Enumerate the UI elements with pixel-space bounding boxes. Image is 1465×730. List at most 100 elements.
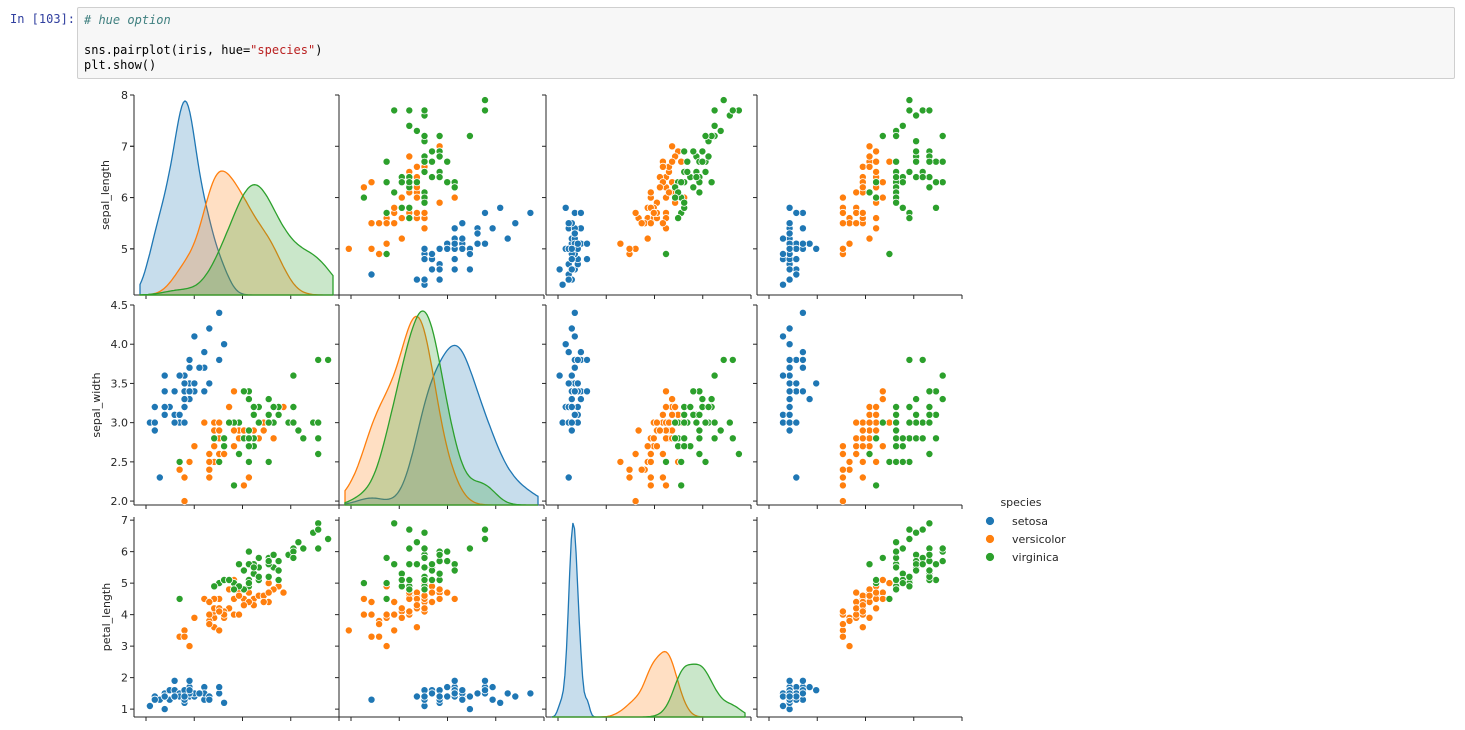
- point-versicolor: [382, 642, 391, 651]
- point-setosa: [185, 676, 194, 685]
- point-versicolor: [375, 219, 384, 228]
- point-setosa: [450, 224, 459, 233]
- point-virginica: [225, 418, 234, 427]
- point-setosa: [526, 689, 535, 698]
- point-setosa: [567, 402, 576, 411]
- point-setosa: [785, 244, 794, 253]
- point-setosa: [785, 355, 794, 364]
- point-virginica: [405, 214, 414, 223]
- point-versicolor: [885, 579, 894, 588]
- point-setosa: [792, 692, 801, 701]
- point-virginica: [912, 111, 921, 120]
- point-versicolor: [443, 588, 452, 597]
- point-virginica: [677, 178, 686, 187]
- point-setosa: [785, 363, 794, 372]
- point-virginica: [314, 355, 323, 364]
- point-virginica: [885, 594, 894, 603]
- point-versicolor: [878, 576, 887, 585]
- kde-virginica: [552, 663, 746, 718]
- point-virginica: [912, 410, 921, 419]
- point-virginica: [905, 355, 914, 364]
- point-setosa: [564, 379, 573, 388]
- point-virginica: [397, 203, 406, 212]
- point-virginica: [244, 395, 253, 404]
- point-setosa: [220, 698, 229, 707]
- point-versicolor: [205, 620, 214, 629]
- point-versicolor: [838, 208, 847, 217]
- point-versicolor: [405, 152, 414, 161]
- point-virginica: [892, 198, 901, 207]
- point-versicolor: [865, 402, 874, 411]
- point-virginica: [405, 203, 414, 212]
- point-versicolor: [858, 457, 867, 466]
- point-virginica: [244, 579, 253, 588]
- point-virginica: [397, 576, 406, 585]
- point-versicolor: [845, 642, 854, 651]
- point-setosa: [160, 371, 169, 380]
- point-versicolor: [646, 481, 655, 490]
- point-setosa: [480, 686, 489, 695]
- point-versicolor: [367, 598, 376, 607]
- point-setosa: [785, 402, 794, 411]
- point-setosa: [160, 692, 169, 701]
- point-setosa: [805, 683, 814, 692]
- point-virginica: [932, 387, 941, 396]
- point-setosa: [779, 702, 788, 711]
- point-versicolor: [210, 442, 219, 451]
- point-virginica: [435, 152, 444, 161]
- y-tick-label: 7: [121, 140, 128, 153]
- code-cell[interactable]: # hue option sns.pairplot(iris, hue="spe…: [77, 7, 1455, 79]
- point-versicolor: [382, 239, 391, 248]
- point-versicolor: [367, 632, 376, 641]
- point-virginica: [892, 442, 901, 451]
- point-versicolor: [634, 426, 643, 435]
- point-virginica: [698, 147, 707, 156]
- y-tick-label: 2.0: [111, 495, 129, 508]
- point-versicolor: [450, 193, 459, 202]
- point-virginica: [689, 147, 698, 156]
- point-versicolor: [649, 434, 658, 443]
- point-virginica: [324, 535, 333, 544]
- point-versicolor: [205, 473, 214, 482]
- point-setosa: [180, 418, 189, 427]
- point-virginica: [680, 434, 689, 443]
- point-setosa: [511, 219, 520, 228]
- point-virginica: [390, 560, 399, 569]
- point-virginica: [701, 131, 710, 140]
- point-setosa: [195, 363, 204, 372]
- point-setosa: [564, 348, 573, 357]
- point-virginica: [892, 173, 901, 182]
- point-virginica: [912, 395, 921, 404]
- point-virginica: [925, 550, 934, 559]
- point-versicolor: [390, 219, 399, 228]
- point-virginica: [680, 198, 689, 207]
- point-virginica: [918, 173, 927, 182]
- point-virginica: [671, 193, 680, 202]
- point-versicolor: [852, 604, 861, 613]
- point-virginica: [289, 402, 298, 411]
- point-setosa: [496, 698, 505, 707]
- point-virginica: [898, 442, 907, 451]
- code-editor[interactable]: # hue option sns.pairplot(iris, hue="spe…: [78, 8, 1454, 78]
- point-virginica: [707, 178, 716, 187]
- point-setosa: [185, 355, 194, 364]
- point-virginica: [229, 481, 238, 490]
- y-tick-label: 2: [121, 672, 128, 685]
- point-setosa: [792, 355, 801, 364]
- point-versicolor: [264, 588, 273, 597]
- point-versicolor: [668, 142, 677, 151]
- point-virginica: [390, 188, 399, 197]
- point-versicolor: [838, 620, 847, 629]
- point-setosa: [427, 249, 436, 258]
- point-virginica: [289, 553, 298, 562]
- point-setosa: [465, 249, 474, 258]
- point-virginica: [680, 147, 689, 156]
- point-virginica: [932, 178, 941, 187]
- point-versicolor: [872, 157, 881, 166]
- point-setosa: [812, 244, 821, 253]
- point-setosa: [150, 402, 159, 411]
- point-versicolor: [205, 449, 214, 458]
- point-virginica: [229, 585, 238, 594]
- point-versicolor: [359, 183, 368, 192]
- point-virginica: [912, 528, 921, 537]
